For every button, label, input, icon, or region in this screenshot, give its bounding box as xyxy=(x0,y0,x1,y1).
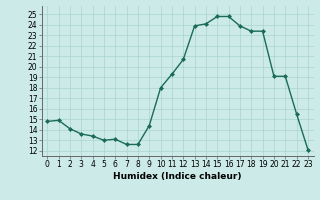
X-axis label: Humidex (Indice chaleur): Humidex (Indice chaleur) xyxy=(113,172,242,181)
